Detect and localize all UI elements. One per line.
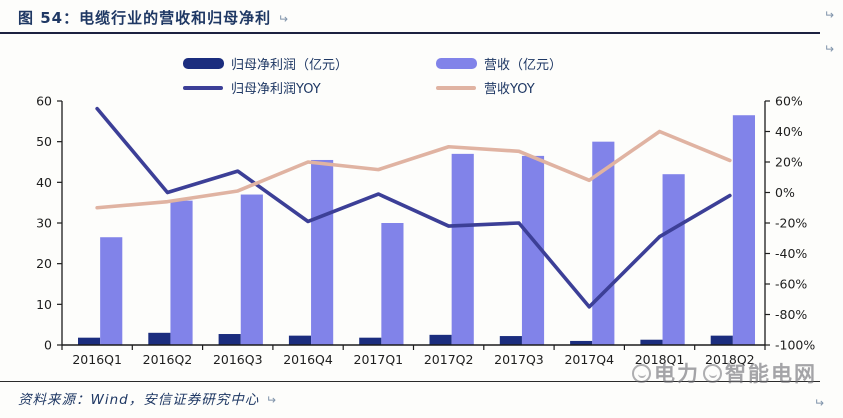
bar-net-profit-2018Q1 [640, 339, 663, 345]
bar-revenue-2017Q1 [381, 223, 404, 345]
legend-label: 归母净利润YOY [231, 82, 321, 97]
bar-net-profit-2018Q2 [710, 335, 733, 345]
x-tick-label: 2017Q1 [354, 352, 404, 367]
bar-revenue-2016Q1 [100, 237, 123, 345]
bar-revenue-2017Q3 [521, 155, 545, 345]
y-tick-label-left: 0 [44, 338, 52, 353]
x-tick-label: 2017Q2 [424, 352, 474, 367]
legend-swatch-net-profit-bar [183, 58, 224, 69]
y-tick-label-right: 20% [775, 155, 803, 170]
return-mark-icon: ↵ [265, 393, 277, 407]
x-tick-label: 2018Q1 [635, 352, 685, 367]
bar-revenue-2016Q4 [311, 159, 334, 345]
y-tick-label-right: 0% [775, 185, 795, 200]
figure-title-text: 图 54：电缆行业的营收和归母净利 [18, 9, 272, 27]
legend-label: 营收YOY [484, 82, 535, 97]
y-tick-label-right: 40% [775, 124, 803, 139]
legend-swatch-revenue-yoy [436, 85, 476, 90]
bar-revenue-2017Q4 [592, 141, 615, 345]
y-tick-label-left: 20 [36, 256, 52, 271]
bar-net-profit-2017Q3 [499, 336, 522, 345]
legend-swatch-revenue-bar [436, 58, 477, 69]
y-tick-label-left: 10 [36, 297, 52, 312]
bar-revenue-2016Q3 [240, 194, 263, 345]
line-net-profit-yoy [95, 106, 732, 309]
bar-net-profit-2016Q1 [78, 337, 101, 345]
x-tick-label: 2018Q2 [705, 352, 755, 367]
bar-revenue-2018Q2 [732, 115, 755, 345]
legend-label: 归母净利润（亿元） [231, 58, 349, 73]
return-mark-icon: ↵ [814, 396, 825, 410]
y-tick-label-right: 60% [775, 94, 803, 109]
x-tick-label: 2016Q2 [143, 352, 193, 367]
x-tick-label: 2017Q3 [494, 352, 544, 367]
legend-swatch-net-profit-yoy [183, 85, 223, 90]
bar-revenue-2018Q1 [662, 174, 685, 345]
title-divider [0, 32, 820, 34]
legend-item-net-profit-yoy-line: 归母净利润YOY [183, 78, 321, 97]
y-tick-label-right: -60% [775, 277, 807, 292]
bar-net-profit-2017Q4 [570, 340, 593, 345]
y-tick-label-left: 60 [36, 94, 52, 109]
y-tick-label-right: -20% [775, 216, 807, 231]
y-tick-label-left: 50 [36, 134, 52, 149]
bar-revenue-2017Q2 [451, 153, 474, 345]
legend-item-net-profit-bar: 归母净利润（亿元） [183, 54, 348, 73]
bar-revenue-2016Q2 [170, 200, 193, 345]
y-tick-label-left: 30 [36, 216, 52, 231]
x-tick-label: 2016Q1 [72, 352, 122, 367]
y-tick-label-left: 40 [36, 175, 52, 190]
footer-divider [0, 381, 820, 382]
source-note-text: 资料来源：Wind，安信证券研究中心 [18, 392, 260, 408]
x-tick-label: 2017Q4 [564, 352, 614, 367]
x-tick-label: 2016Q3 [213, 352, 263, 367]
line-revenue-yoy [95, 129, 732, 210]
bar-net-profit-2017Q2 [429, 334, 452, 345]
y-tick-label-right: -100% [775, 338, 815, 353]
y-tick-label-right: -40% [775, 246, 807, 261]
legend-label: 营收（亿元） [484, 58, 563, 73]
source-note: 资料来源：Wind，安信证券研究中心 ↵ [18, 388, 276, 408]
figure-title: 图 54：电缆行业的营收和归母净利 ↵ [18, 7, 288, 28]
bar-net-profit-2016Q4 [288, 335, 312, 345]
bar-net-profit-2016Q3 [218, 334, 241, 345]
x-tick-label: 2016Q4 [283, 352, 333, 367]
legend-item-revenue-yoy-line: 营收YOY [436, 78, 535, 97]
legend-item-revenue-bar: 营收（亿元） [436, 54, 562, 73]
y-tick-label-right: -80% [775, 307, 807, 322]
bar-net-profit-2016Q2 [148, 332, 171, 345]
bar-net-profit-2017Q1 [359, 337, 382, 345]
